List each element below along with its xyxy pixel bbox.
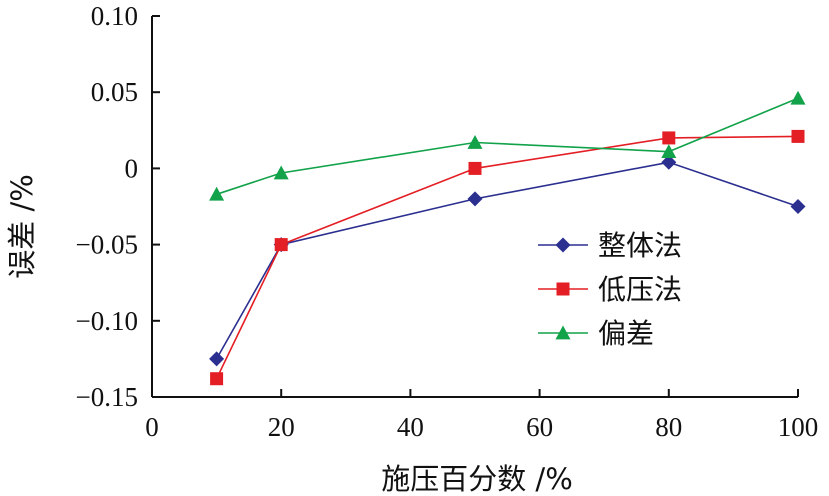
- y-tick-label: −0.15: [76, 382, 138, 412]
- series-3: [209, 90, 806, 201]
- x-tick-label: 0: [145, 412, 159, 442]
- data-point: [209, 351, 225, 367]
- legend-marker: [556, 282, 570, 296]
- series-line: [215, 161, 799, 360]
- series-line: [215, 135, 799, 380]
- legend-item: 整体法: [538, 229, 682, 262]
- data-point: [790, 199, 806, 214]
- y-tick-label: 0.10: [91, 1, 138, 31]
- data-point: [468, 161, 482, 175]
- x-axis-ticks: 0 20 40 60 80 100: [145, 389, 818, 442]
- data-point: [662, 131, 676, 145]
- legend-item: 低压法: [538, 273, 682, 306]
- x-tick-label: 100: [778, 412, 819, 442]
- data-point: [274, 238, 288, 252]
- data-point: [661, 154, 677, 170]
- legend-marker: [555, 325, 571, 340]
- data-point: [467, 191, 483, 207]
- y-axis-ticks: 0.10 0.05 0 −0.05 −0.10 −0.15: [76, 1, 160, 412]
- legend-marker: [555, 237, 571, 253]
- legend-item: 偏差: [538, 317, 654, 350]
- axes: [151, 16, 798, 398]
- y-tick-label: 0.05: [91, 77, 138, 107]
- x-tick-label: 20: [268, 412, 295, 442]
- legend-label: 整体法: [598, 229, 682, 262]
- y-tick-label: 0: [125, 153, 139, 183]
- x-tick-label: 60: [526, 412, 553, 442]
- y-axis-title: 误差 /%: [5, 174, 39, 279]
- data-point: [661, 144, 677, 159]
- y-tick-label: −0.10: [76, 306, 138, 336]
- series-layer: [209, 90, 806, 386]
- data-point: [209, 186, 225, 201]
- y-tick-label: −0.05: [76, 230, 138, 260]
- x-axis-title: 施压百分数 /%: [381, 462, 573, 496]
- series-line: [216, 97, 799, 196]
- data-point: [790, 90, 806, 105]
- x-tick-label: 80: [655, 412, 682, 442]
- legend-label: 偏差: [598, 317, 654, 350]
- data-point: [273, 165, 289, 180]
- series-1: [209, 154, 806, 367]
- series-2: [210, 129, 805, 386]
- legend-label: 低压法: [598, 273, 682, 306]
- data-point: [791, 129, 805, 143]
- x-tick-label: 40: [397, 412, 424, 442]
- data-point: [210, 372, 224, 386]
- data-point: [467, 134, 483, 149]
